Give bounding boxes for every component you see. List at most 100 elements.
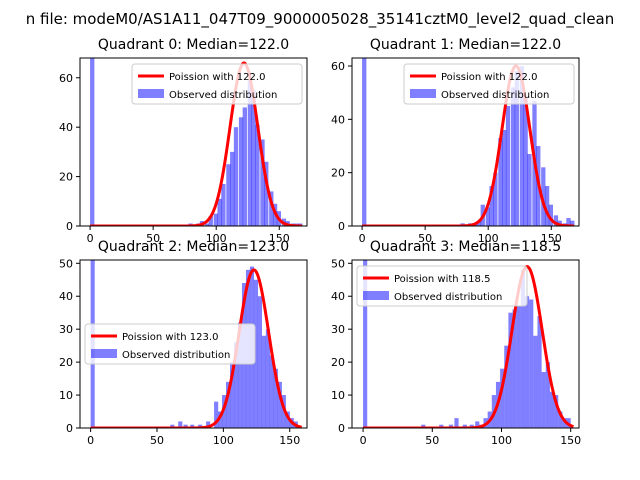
hist-bar [562,418,567,428]
x-tick-label: 0 [360,434,367,447]
hist-bar [485,207,490,226]
hist-bar [170,424,175,428]
y-tick-label: 10 [59,389,73,402]
y-tick-label: 60 [59,72,73,85]
figure-suptitle: n file: modeM0/AS1A11_047T09_9000005028_… [26,10,615,29]
axes-frame [79,57,308,227]
hist-bar [269,355,274,428]
y-tick-label: 30 [331,323,345,336]
y-tick-label: 40 [331,113,345,126]
hist-bar [230,151,235,226]
legend-frame [131,63,303,105]
hist-bar [523,98,528,226]
legend-label-observed: Observed distribution [169,90,277,101]
y-tick-label: 20 [59,171,73,184]
y-tick-label: 60 [331,60,345,73]
hist-bar [504,345,509,428]
hist-bar [421,424,426,428]
hist-bar [183,424,188,428]
chart-panel-1: 0 50 100 150 0 20 40 60 Quadrant 1: Median=122.0… [331,37,580,245]
hist-bar [362,58,367,226]
axes-frame [79,259,308,429]
axes-frame [351,57,580,227]
hist-bar [178,421,183,428]
hist-bar [554,395,559,428]
panel-title: Quadrant 1: Median=122.0 [370,37,561,53]
y-tick-label: 40 [331,290,345,303]
y-tick-label: 10 [331,389,345,402]
hist-bar [489,186,494,226]
hist-bar [500,368,505,428]
legend-label-fit: Poission with 122.0 [441,72,537,83]
hist-bar [475,421,480,428]
hist-bar [505,106,511,226]
x-tick-label: 0 [87,434,94,447]
hist-bar [277,381,282,428]
legend-label-fit: Poission with 123.0 [122,332,218,343]
hist-bar [541,167,546,226]
y-tick-label: 20 [331,356,345,369]
hist-bar [265,329,270,428]
hist-bar [553,215,559,226]
x-tick-label: 100 [491,434,512,447]
panel-title: Quadrant 2: Median=123.0 [98,239,289,255]
hist-bar [570,220,575,226]
hist-bar [261,335,266,428]
hist-bar [448,424,454,428]
x-tick-label: 100 [478,232,499,245]
hist-bar [566,218,571,226]
x-tick-label: 50 [146,232,160,245]
y-tick-label: 40 [59,290,73,303]
hist-bar [544,186,550,226]
hist-bar [537,316,542,428]
chart-panel-3: 0 50 100 150 0 10 20 30 40 50 Quadrant 3: Median=1… [331,239,581,447]
panel-title: Quadrant 0: Median=122.0 [98,37,289,53]
hist-bar [253,279,259,428]
x-tick-label: 150 [269,232,290,245]
hist-bar [512,309,517,428]
legend-label-observed: Observed distribution [394,292,502,303]
x-tick-label: 150 [279,434,300,447]
hist-bar [260,139,265,226]
hist-bar [498,138,503,226]
hist-bar [476,220,482,226]
hist-bar [230,362,235,428]
hist-bar [285,411,290,428]
hist-bar [90,58,95,226]
hist-bar [226,164,231,226]
legend-label-fit: Poission with 122.0 [169,72,265,83]
hist-bar [233,342,239,428]
legend-bar-swatch [410,89,436,98]
hist-bar [214,401,219,428]
hist-bar [273,368,278,428]
hist-bar [208,216,213,226]
y-tick-label: 20 [59,356,73,369]
hist-bar [514,71,519,226]
panel-title: Quadrant 3: Median=118.5 [370,239,561,255]
x-tick-label: 150 [560,434,581,447]
hist-bar [548,204,554,226]
hist-bar [516,306,521,428]
x-tick-label: 50 [150,434,164,447]
hist-bar [363,260,368,428]
hist-bar [269,191,274,226]
legend-bar-swatch [363,291,389,300]
legend-label-fit: Poission with 118.5 [394,274,490,285]
hist-bar [242,107,247,226]
hist-bar [221,184,226,226]
y-tick-label: 0 [338,220,345,233]
y-tick-label: 50 [59,257,73,270]
legend-bar-swatch [91,349,117,358]
hist-bar [255,124,260,226]
y-tick-label: 30 [59,323,73,336]
y-tick-label: 20 [331,167,345,180]
hist-bar [238,117,244,226]
hist-bar [519,66,525,226]
hist-bar [264,161,269,226]
x-tick-label: 100 [206,232,227,245]
hist-bar [204,223,210,226]
hist-bar [549,391,555,428]
x-tick-label: 50 [425,434,439,447]
hist-bar [510,87,516,226]
